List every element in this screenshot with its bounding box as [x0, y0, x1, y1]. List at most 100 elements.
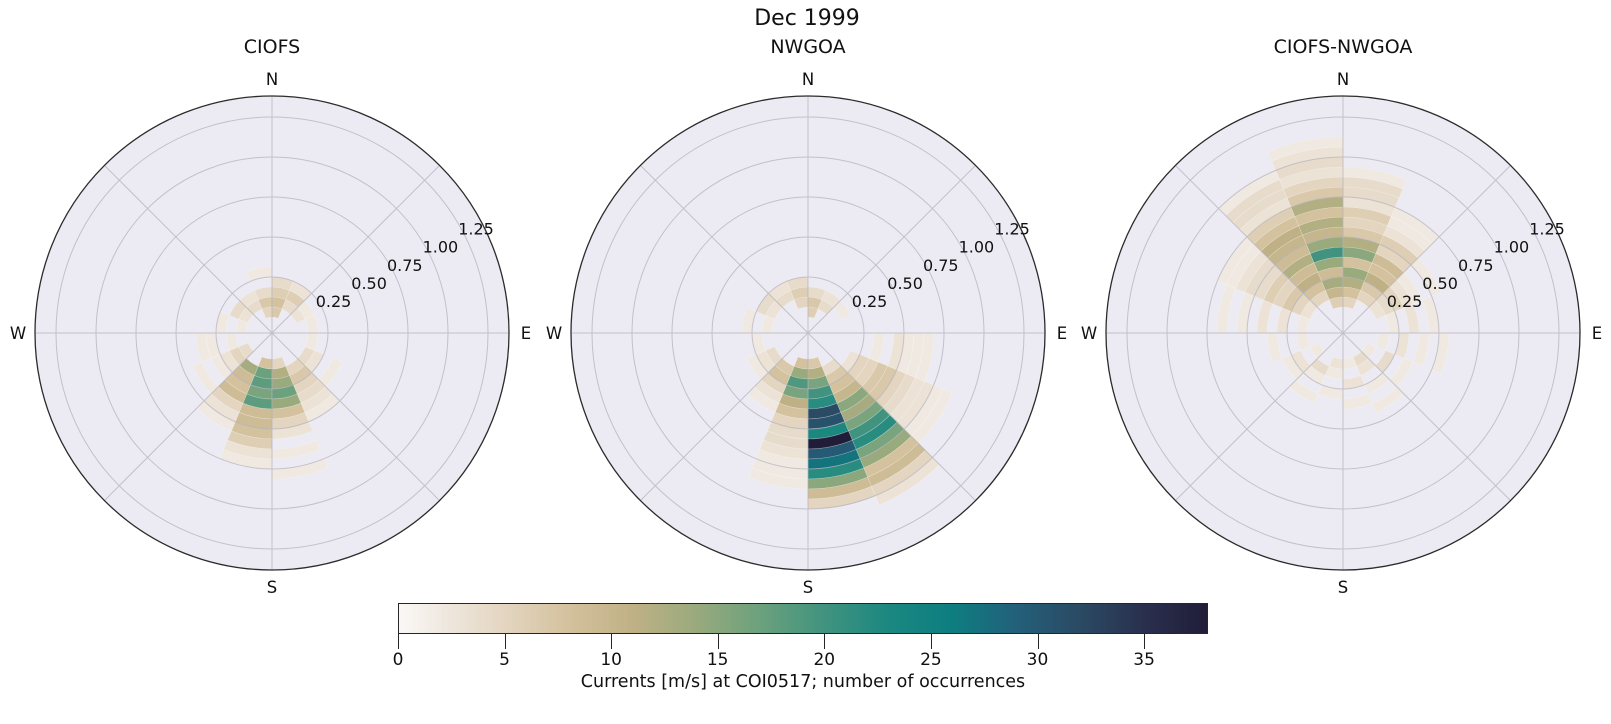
- compass-label-e: E: [521, 324, 531, 343]
- radial-tick-label: 0.25: [852, 292, 888, 311]
- radial-tick-label: 0.75: [923, 256, 959, 275]
- colorbar-tick-mark: [824, 634, 826, 649]
- histogram-cell: [848, 407, 891, 441]
- radial-tick-label: 0.75: [1458, 256, 1494, 275]
- histogram-cells: [1216, 136, 1450, 413]
- compass-label-w: W: [10, 324, 26, 343]
- colorbar-tick-label: 0: [392, 650, 404, 670]
- colorbar-label: Currents [m/s] at COI0517; number of occ…: [580, 672, 1026, 692]
- colorbar-tick-label: 30: [1026, 650, 1049, 670]
- histogram-cell: [1342, 216, 1388, 236]
- radial-tick-label: 0.25: [316, 292, 352, 311]
- axis-labels: N E S W 0.250.500.751.001.25: [546, 70, 1067, 597]
- compass-label-s: S: [1338, 578, 1348, 597]
- histogram-cell: [807, 306, 819, 319]
- histogram-cell: [761, 315, 776, 334]
- compass-label-s: S: [267, 578, 277, 597]
- histogram-cell: [1216, 284, 1237, 334]
- histogram-cell: [765, 346, 783, 366]
- grid-spoke: [1175, 165, 1511, 501]
- histogram-cell: [1368, 300, 1386, 320]
- histogram-cell: [793, 356, 809, 370]
- compass-label-n: N: [1337, 70, 1349, 89]
- colorbar-tick-mark: [504, 634, 506, 649]
- compass-label-n: N: [266, 70, 278, 89]
- colorbar-tick-label: 20: [813, 650, 836, 670]
- radial-tick-label: 1.00: [1494, 238, 1530, 257]
- histogram-cell: [914, 332, 935, 382]
- histogram-cell: [821, 358, 841, 376]
- histogram-cell: [1281, 253, 1315, 280]
- histogram-cell: [1288, 262, 1319, 287]
- histogram-cell: [868, 332, 885, 363]
- compass-label-n: N: [802, 70, 814, 89]
- grid-spoke: [104, 165, 440, 501]
- plot-title-ciofs: CIOFS: [243, 36, 301, 58]
- histogram-cell: [747, 467, 809, 490]
- radial-tick-label: 1.25: [994, 220, 1030, 239]
- histogram-cell: [836, 386, 870, 413]
- polar-grid: [1106, 96, 1580, 570]
- histogram-cell: [239, 290, 259, 308]
- histogram-cell: [1310, 290, 1330, 308]
- histogram-cell: [763, 430, 809, 450]
- radial-tick-label: 0.50: [1422, 274, 1458, 293]
- colorbar-tick-mark: [1037, 634, 1039, 649]
- radial-tick-label: 1.00: [959, 238, 995, 257]
- radial-tick-label: 0.75: [387, 256, 423, 275]
- colorbar: [398, 603, 1208, 634]
- figure-suptitle: Dec 1999: [754, 6, 860, 31]
- polar-grid: [571, 96, 1045, 570]
- histogram-cell: [775, 290, 795, 308]
- histogram-cell: [1328, 356, 1344, 370]
- colorbar-gradient: [399, 604, 1207, 633]
- histogram-cell: [905, 332, 925, 378]
- compass-label-e: E: [1592, 324, 1602, 343]
- colorbar-tick-mark: [930, 634, 932, 649]
- histogram-cell: [235, 318, 249, 334]
- histogram-cell: [1342, 296, 1358, 310]
- histogram-cell: [1256, 299, 1274, 334]
- polar-spine: [34, 95, 510, 571]
- compass-label-e: E: [1057, 324, 1067, 343]
- histogram-cell: [1342, 166, 1407, 190]
- histogram-cell: [300, 386, 334, 413]
- histogram-cell: [832, 379, 863, 404]
- compass-label-s: S: [803, 578, 813, 597]
- polar-plot-ciofs-nwgoa: N E S W 0.250.500.751.001.25: [1081, 70, 1602, 597]
- colorbar-tick-label: 5: [499, 650, 510, 670]
- histogram-cell: [1225, 179, 1284, 224]
- plot-title-ciofs-nwgoa: CIOFS-NWGOA: [1273, 36, 1413, 58]
- histogram-cell: [304, 332, 319, 351]
- colorbar-tick-mark: [717, 634, 719, 649]
- radial-tick-label: 1.25: [458, 220, 494, 239]
- radial-tick-label: 0.25: [1387, 292, 1423, 311]
- colorbar-tick-label: 15: [706, 650, 729, 670]
- polar-plot-nwgoa: N E S W 0.250.500.751.001.25: [546, 70, 1067, 597]
- colorbar-tick-label: 35: [1133, 650, 1155, 670]
- colorbar-tick-mark: [1144, 634, 1146, 649]
- polar-spine: [570, 95, 1046, 571]
- axis-labels: N E S W 0.250.500.751.001.25: [1081, 70, 1602, 597]
- histogram-cell: [833, 300, 851, 320]
- polar-plot-ciofs: N E S W 0.250.500.751.001.25: [10, 70, 531, 597]
- histogram-cell: [296, 379, 327, 404]
- polar-grid: [35, 96, 509, 570]
- histogram-cell: [1260, 225, 1303, 259]
- colorbar-tick-mark: [398, 634, 399, 649]
- histogram-cell: [1296, 315, 1311, 334]
- radial-tick-label: 0.50: [887, 274, 923, 293]
- colorbar-tick-label: 10: [600, 650, 622, 670]
- histogram-cell: [227, 430, 273, 450]
- radial-tick-label: 1.00: [423, 238, 459, 257]
- compass-label-w: W: [546, 324, 562, 343]
- colorbar-tick-label: 25: [920, 650, 942, 670]
- polar-spine: [1105, 95, 1581, 571]
- axis-labels: N E S W 0.250.500.751.001.25: [10, 70, 531, 597]
- histogram-cell: [271, 306, 283, 319]
- compass-label-w: W: [1081, 324, 1097, 343]
- histogram-cell: [285, 358, 305, 376]
- colorbar-tick-mark: [611, 634, 613, 649]
- radial-tick-label: 1.25: [1529, 220, 1565, 239]
